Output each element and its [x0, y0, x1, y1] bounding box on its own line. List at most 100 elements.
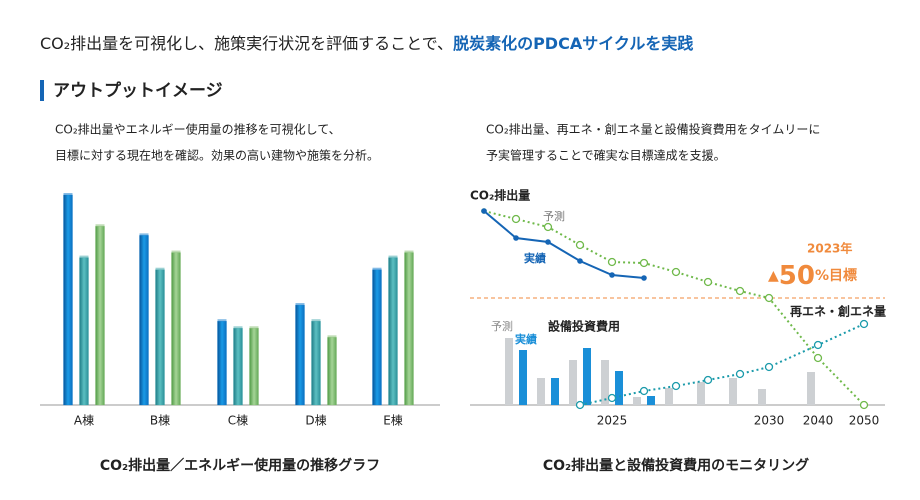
- bar: [233, 328, 243, 406]
- bar-top: [249, 326, 259, 329]
- bar: [758, 389, 766, 405]
- bar-group-label: 設備投資費用: [548, 319, 620, 334]
- point: [513, 235, 519, 241]
- bar: [249, 328, 259, 406]
- point: [575, 400, 585, 410]
- bar: [311, 321, 321, 406]
- bar: [95, 226, 105, 406]
- point: [481, 208, 487, 214]
- point: [639, 258, 649, 268]
- bar: [327, 337, 337, 406]
- target-percent: 50: [779, 261, 815, 291]
- bar: [647, 396, 655, 405]
- point: [764, 293, 774, 303]
- point: [641, 275, 647, 281]
- point: [607, 393, 617, 403]
- series-label: 予測: [491, 319, 513, 333]
- point: [764, 362, 774, 372]
- x-tick-label: 2050: [849, 414, 880, 428]
- section-title: アウトプットイメージ: [53, 80, 223, 101]
- point: [575, 240, 585, 250]
- target-label: ▲50%目標: [768, 261, 857, 291]
- bar-top: [372, 267, 382, 270]
- bar-top: [311, 319, 321, 322]
- x-tick-label: A棟: [74, 413, 94, 428]
- bar: [171, 252, 181, 406]
- point: [735, 286, 745, 296]
- bar: [665, 388, 673, 405]
- headline-text: CO₂排出量を可視化し、施策実行状況を評価することで、: [40, 34, 453, 53]
- bar: [615, 371, 623, 405]
- series-label: 再エネ・創エネ量: [790, 304, 886, 319]
- bar: [537, 378, 545, 405]
- bar: [551, 378, 559, 405]
- series-label: 実績: [524, 251, 546, 265]
- bar-top: [139, 233, 149, 236]
- bar-top: [388, 255, 398, 258]
- description: CO₂排出量、再エネ・創エネ量と設備投資費用をタイムリーに: [486, 122, 820, 137]
- line: [483, 210, 645, 279]
- bar-top: [217, 319, 227, 322]
- description: CO₂排出量やエネルギー使用量の推移を可視化して、: [55, 122, 341, 137]
- bar: [295, 304, 305, 406]
- bar-top: [233, 326, 243, 329]
- point: [703, 375, 713, 385]
- point: [511, 214, 521, 224]
- x-tick-label: 2025: [597, 414, 628, 428]
- bar-top: [404, 250, 414, 253]
- bar: [633, 397, 641, 405]
- line-group-label: CO₂排出量: [470, 188, 530, 203]
- bar: [569, 360, 577, 405]
- x-tick-label: 2040: [803, 414, 834, 428]
- bar: [697, 382, 705, 405]
- bar: [388, 257, 398, 406]
- bar: [79, 257, 89, 406]
- description: 目標に対する現在地を確認。効果の高い建物や施策を分析。: [55, 148, 379, 163]
- point: [735, 369, 745, 379]
- bar: [404, 252, 414, 406]
- bar: [505, 338, 513, 405]
- point: [671, 267, 681, 277]
- headline-highlight: 脱炭素化のPDCAサイクルを実践: [453, 34, 693, 53]
- bar-top: [95, 224, 105, 227]
- bar: [155, 269, 165, 406]
- point: [859, 400, 869, 410]
- bar: [583, 348, 591, 405]
- bar: [372, 269, 382, 406]
- section-bar: [40, 80, 44, 101]
- point: [703, 277, 713, 287]
- series-label: 実績: [515, 332, 537, 346]
- bar: [217, 321, 227, 406]
- x-tick-label: 2030: [754, 414, 785, 428]
- description: 予実管理することで確実な目標達成を支援。: [486, 148, 726, 163]
- point: [813, 353, 823, 363]
- point: [813, 340, 823, 350]
- bar-top: [171, 250, 181, 253]
- bar-top: [63, 193, 73, 195]
- x-tick-label: B棟: [150, 413, 170, 428]
- point: [639, 386, 649, 396]
- bar: [63, 194, 73, 406]
- line: [483, 210, 865, 406]
- bar-top: [327, 335, 337, 338]
- point: [543, 222, 553, 232]
- point: [577, 258, 583, 264]
- x-tick-label: D棟: [305, 413, 326, 428]
- bar-top: [295, 303, 305, 306]
- series-label: 予測: [543, 209, 565, 223]
- bar: [601, 360, 609, 405]
- bar: [519, 350, 527, 405]
- bar: [729, 378, 737, 405]
- x-tick-label: E棟: [383, 413, 403, 428]
- point: [607, 257, 617, 267]
- point: [859, 319, 869, 329]
- target-year: 2023年: [807, 241, 852, 256]
- bar-top: [79, 255, 89, 258]
- headline: CO₂排出量を可視化し、施策実行状況を評価することで、脱炭素化のPDCAサイクル…: [40, 34, 693, 53]
- bar: [807, 372, 815, 405]
- point: [609, 272, 615, 278]
- caption: CO₂排出量／エネルギー使用量の推移グラフ: [100, 457, 380, 474]
- target-marker: ▲: [768, 268, 779, 284]
- point: [671, 381, 681, 391]
